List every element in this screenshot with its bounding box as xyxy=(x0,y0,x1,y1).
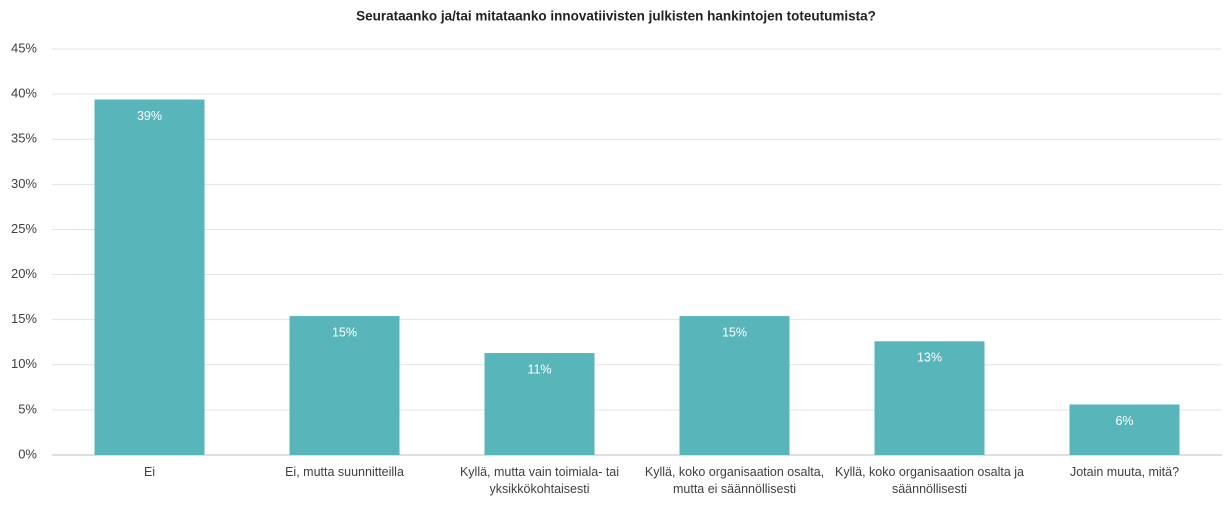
value-label: 11% xyxy=(527,362,551,376)
bar xyxy=(1069,404,1180,455)
x-tick-label: Kyllä, koko organisaation osalta, mutta … xyxy=(644,465,825,496)
y-tick-label: 10% xyxy=(11,356,37,371)
bar xyxy=(289,316,400,455)
y-tick-label: 0% xyxy=(18,446,37,461)
bar xyxy=(484,353,595,455)
y-tick-label: 25% xyxy=(11,221,37,236)
chart-title: Seurataanko ja/tai mitataanko innovatiiv… xyxy=(356,9,876,24)
x-tick-label: Ei xyxy=(143,465,156,479)
x-tick-label: Kyllä, mutta vain toimiala- tai yksikkök… xyxy=(459,465,620,496)
bar xyxy=(874,341,985,455)
x-tick-label: Kyllä, koko organisaation osalta ja sään… xyxy=(834,465,1024,496)
y-tick-label: 35% xyxy=(11,131,37,146)
value-label: 39% xyxy=(137,109,162,123)
y-tick-label: 20% xyxy=(11,266,37,281)
y-tick-label: 5% xyxy=(18,401,37,416)
bar xyxy=(679,316,790,455)
value-label: 15% xyxy=(722,325,747,339)
bar xyxy=(94,99,205,455)
value-label: 15% xyxy=(332,325,357,339)
y-tick-label: 45% xyxy=(11,40,37,55)
x-tick-label: Ei, mutta suunnitteilla xyxy=(285,465,404,479)
y-tick-label: 40% xyxy=(11,86,37,101)
x-tick-label: Jotain muuta, mitä? xyxy=(1069,465,1180,479)
value-label: 6% xyxy=(1115,414,1133,428)
y-tick-label: 30% xyxy=(11,176,37,191)
value-label: 13% xyxy=(917,351,942,365)
y-tick-label: 15% xyxy=(11,311,37,326)
